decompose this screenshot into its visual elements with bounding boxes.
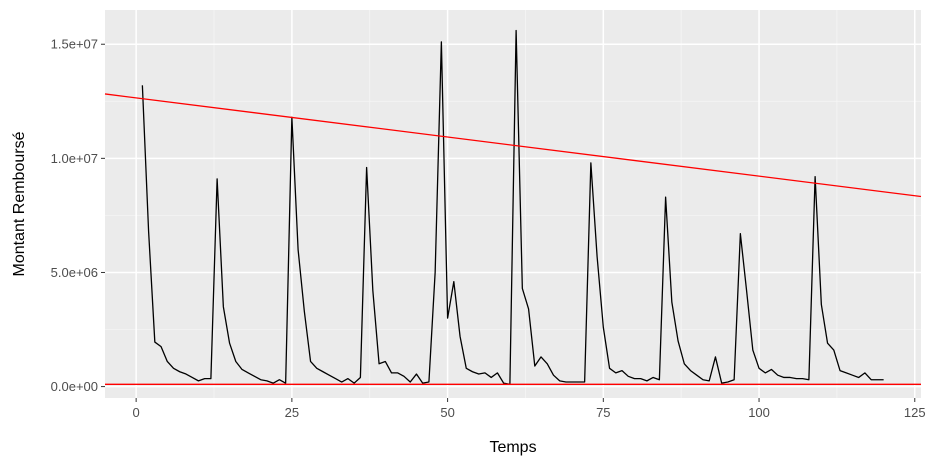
x-tick-label: 75 bbox=[596, 405, 610, 420]
y-tick-label: 1.0e+07 bbox=[51, 151, 98, 166]
y-tick-label: 5.0e+06 bbox=[51, 265, 98, 280]
x-tick-label: 125 bbox=[904, 405, 926, 420]
reference-lines bbox=[104, 93, 922, 385]
minor-gridlines bbox=[105, 10, 921, 398]
series-line bbox=[141, 29, 884, 385]
y-tick-label: 0.0e+00 bbox=[51, 379, 98, 394]
y-axis-title: Montant Remboursé bbox=[11, 131, 28, 276]
major-gridlines bbox=[105, 10, 921, 398]
x-tick-label: 50 bbox=[440, 405, 454, 420]
tick-labels: 0 25 50 75 100 125 0.0e+00 5.0e+06 1.0e+07 1.5e+0… bbox=[51, 37, 926, 420]
series-layer bbox=[141, 29, 884, 385]
x-axis-title: Temps bbox=[489, 439, 536, 456]
x-tick-label: 0 bbox=[133, 405, 140, 420]
y-tick-label: 1.5e+07 bbox=[51, 37, 98, 52]
x-tick-label: 25 bbox=[285, 405, 299, 420]
x-tick-label: 100 bbox=[748, 405, 770, 420]
reference-line bbox=[104, 93, 922, 198]
